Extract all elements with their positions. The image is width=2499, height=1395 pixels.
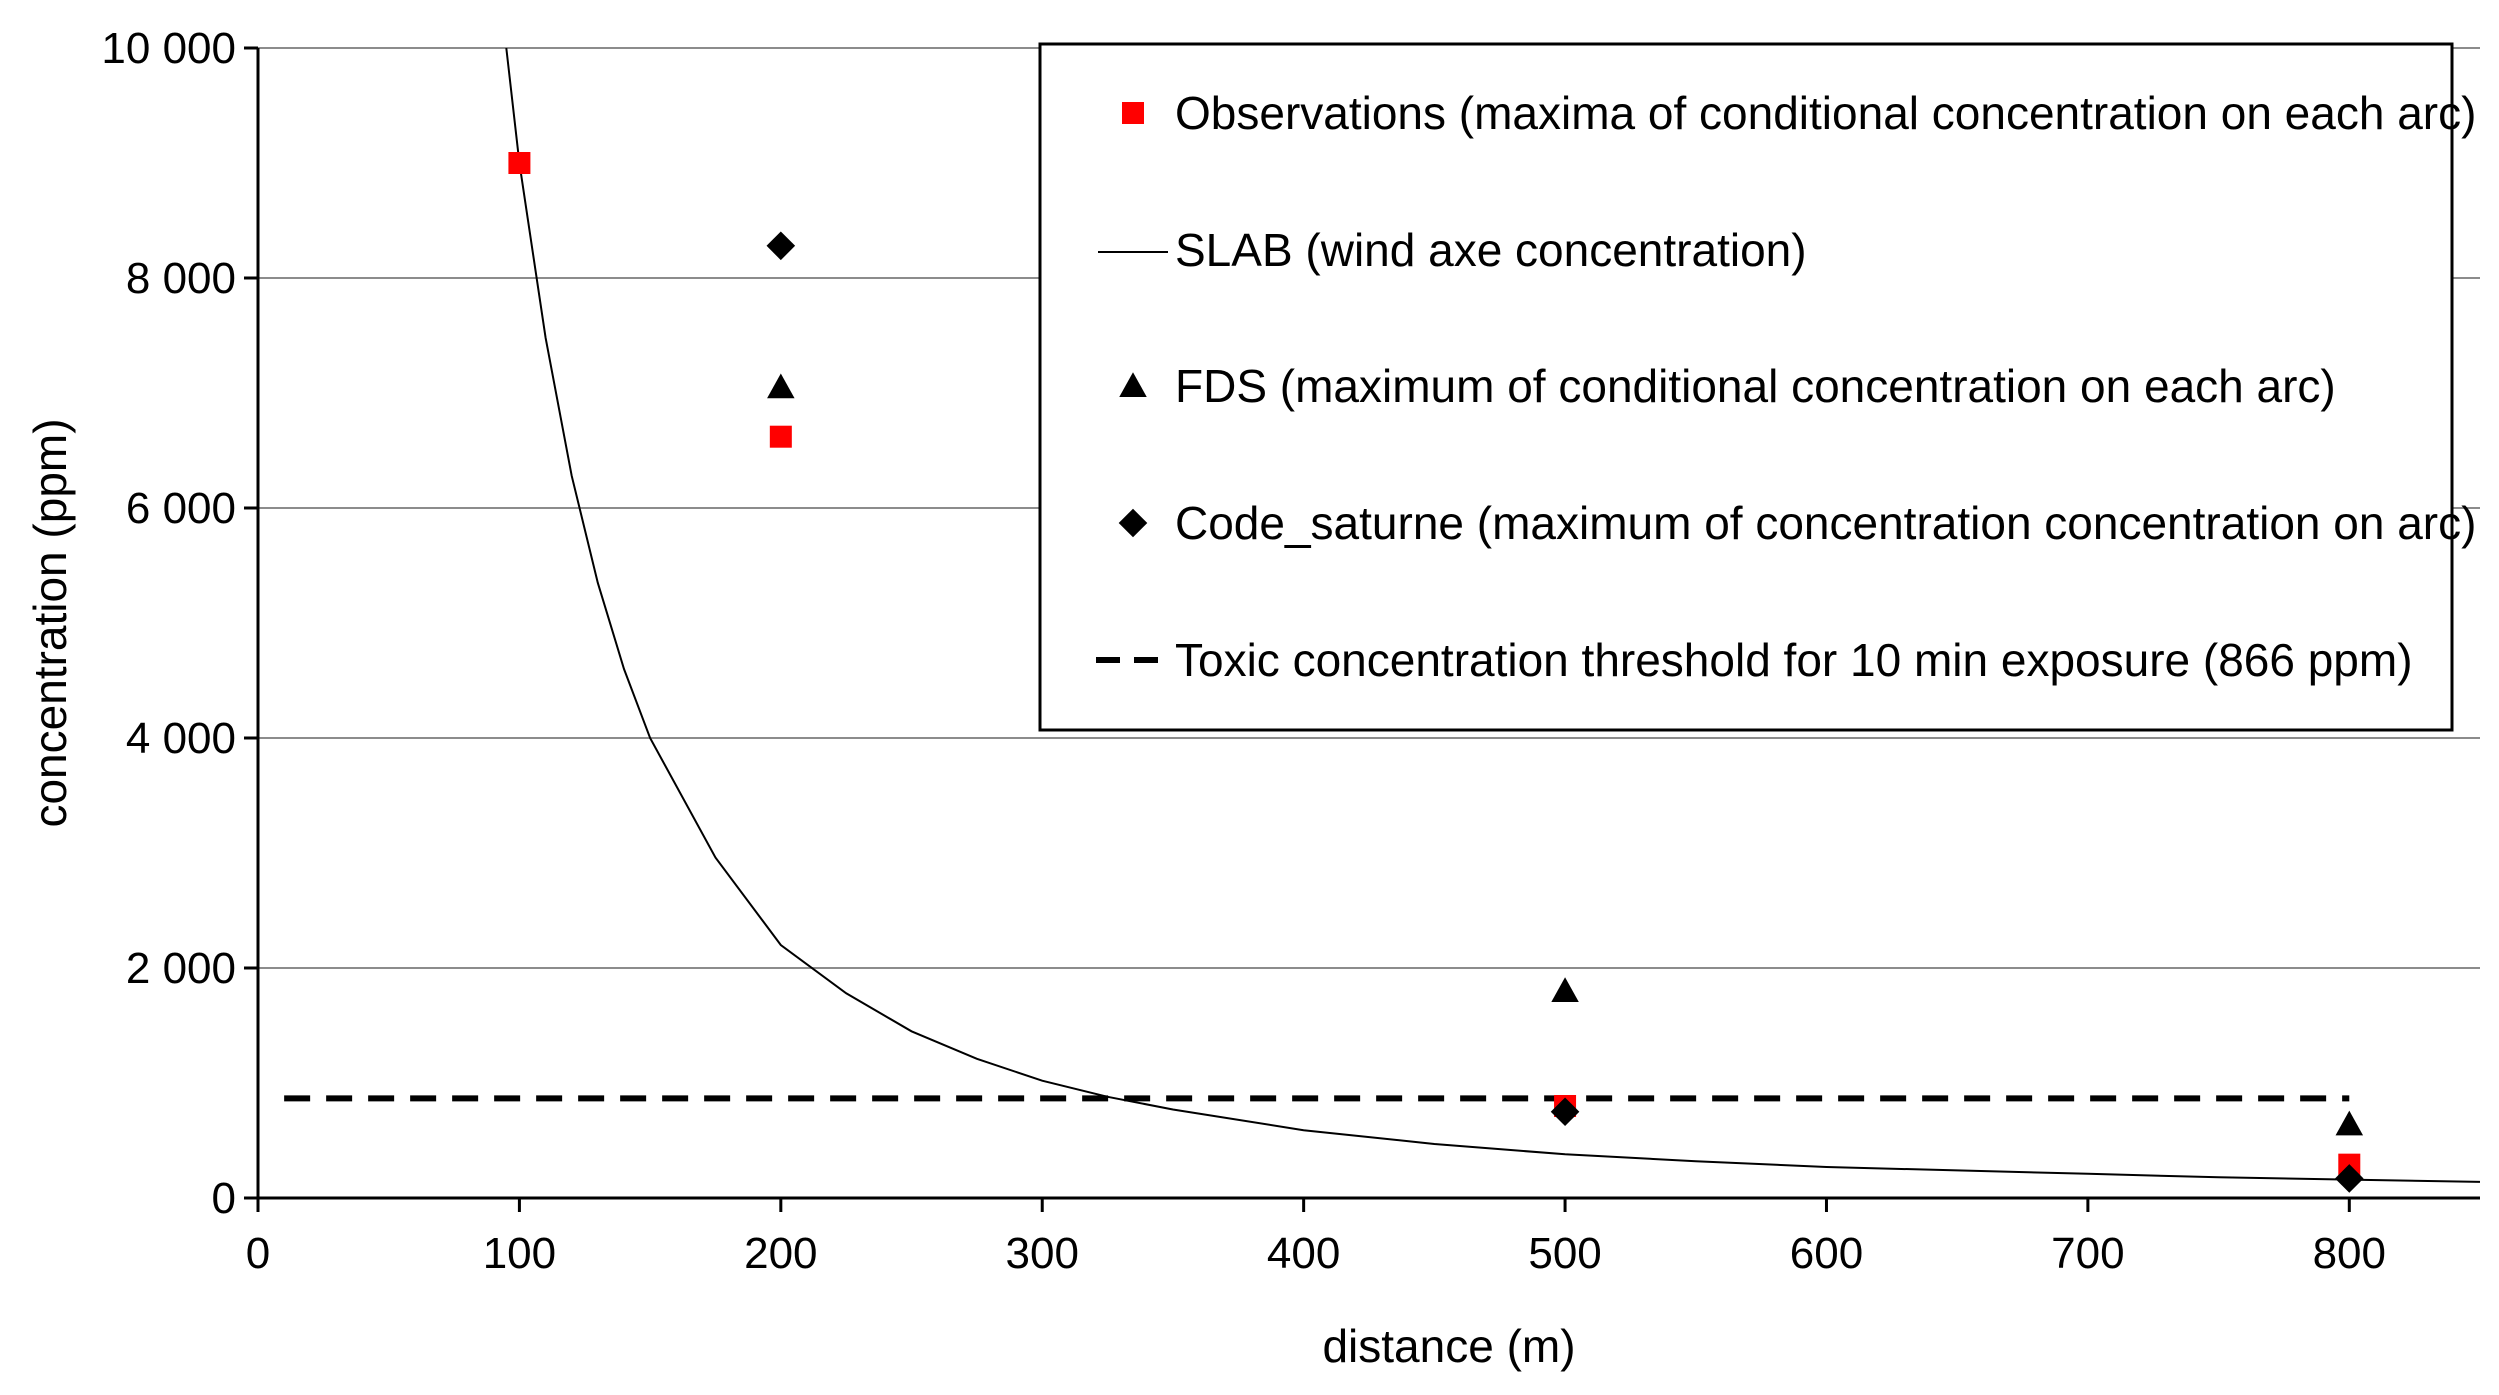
y-tick-label-4: 8 000 — [126, 254, 236, 303]
x-tick-label-2: 200 — [744, 1229, 817, 1278]
series-observations-point-1 — [769, 425, 792, 448]
legend-item-codesaturne-label: Code_saturne (maximum of concentration c… — [1175, 497, 2476, 549]
series-fds-point-0 — [767, 373, 795, 399]
legend-item-observations-symbol — [1122, 102, 1144, 124]
y-tick-label-0: 0 — [212, 1174, 236, 1223]
series-codesaturne-point-1 — [1550, 1097, 1580, 1127]
x-tick-label-3: 300 — [1006, 1229, 1079, 1278]
y-tick-label-5: 10 000 — [101, 24, 236, 73]
series-slab-line — [505, 48, 2480, 1183]
y-axis-title: concentration (ppm) — [24, 418, 76, 827]
legend-item-fds-label: FDS (maximum of conditional concentratio… — [1175, 360, 2336, 412]
x-tick-label-7: 700 — [2051, 1229, 2124, 1278]
x-tick-label-8: 800 — [2313, 1229, 2386, 1278]
legend-item-toxic-label: Toxic concentration threshold for 10 min… — [1175, 634, 2413, 686]
x-tick-label-1: 100 — [483, 1229, 556, 1278]
series-codesaturne-point-0 — [766, 231, 796, 261]
series-fds-point-2 — [2335, 1110, 2364, 1136]
legend-item-fds-symbol — [1119, 372, 1147, 397]
y-tick-label-2: 4 000 — [126, 714, 236, 763]
x-axis-title: distance (m) — [1322, 1320, 1575, 1372]
x-tick-label-5: 500 — [1528, 1229, 1601, 1278]
x-tick-label-4: 400 — [1267, 1229, 1340, 1278]
legend-box — [1038, 42, 2454, 732]
legend-item-observations-label: Observations (maxima of conditional conc… — [1175, 87, 2476, 139]
series-observations-point-0 — [508, 152, 531, 174]
legend-item-slab-label: SLAB (wind axe concentration) — [1175, 224, 1807, 276]
legend-item-codesaturne-symbol — [1118, 508, 1148, 538]
y-tick-label-1: 2 000 — [126, 944, 236, 993]
series-fds-point-1 — [1551, 977, 1579, 1002]
series-codesaturne-point-2 — [2334, 1164, 2364, 1193]
y-tick-label-3: 6 000 — [126, 484, 236, 533]
x-tick-label-6: 600 — [1790, 1229, 1863, 1278]
x-tick-label-0: 0 — [246, 1229, 270, 1278]
